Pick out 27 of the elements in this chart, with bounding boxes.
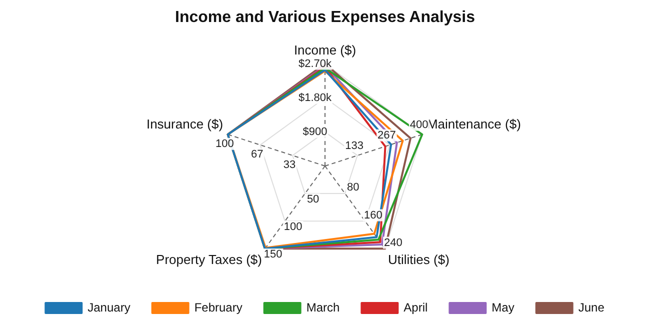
text: $900 [302,126,328,138]
text: 100 [284,221,302,234]
spoke-label: Utilities ($) [388,252,450,268]
legend-label: June [578,300,605,314]
spoke-label: Maintenance ($) [426,116,521,132]
text: 33 [283,159,296,172]
legend-label: March [306,300,340,314]
text: 267 [378,129,396,142]
text: 100 [216,138,234,150]
text: 133 [345,140,364,152]
text: 160 [364,209,382,222]
legend-label: February [194,300,242,314]
spoke-label: Income ($) [294,42,356,58]
spoke-label: Insurance ($) [146,116,224,132]
legend-label: January [88,300,130,314]
chart-title: Income and Various Expenses Analysis [175,9,476,26]
text: 50 [306,193,320,206]
legend-label: May [492,300,514,314]
text: 80 [346,182,360,194]
legend-label: April [404,300,428,314]
text: 400 [410,118,428,131]
text: 150 [264,248,282,261]
text: $1.80k [298,92,332,104]
spoke-label: Property Taxes ($) [156,252,262,268]
text: 240 [384,236,402,249]
text: $2.70k [298,58,332,70]
text: 67 [250,148,264,160]
